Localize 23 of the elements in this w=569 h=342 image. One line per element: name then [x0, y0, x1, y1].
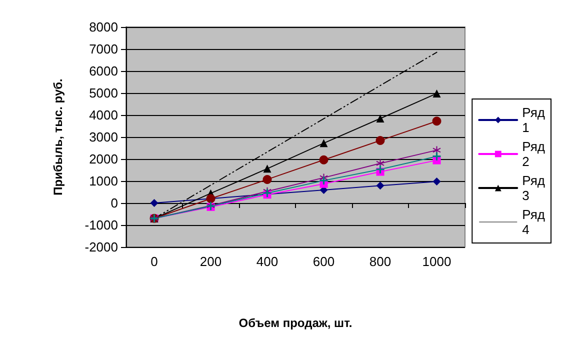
y-tick-label: 1000: [89, 174, 118, 188]
y-axis-title: Прибыль, тыс. руб.: [51, 78, 65, 196]
y-tick-label: -1000: [84, 218, 118, 232]
legend-label: Ряд 2: [522, 139, 546, 169]
x-tick-label: 1000: [422, 254, 452, 269]
x-tick-label: 0: [150, 254, 158, 269]
y-tick-label: 2000: [89, 152, 118, 166]
legend-label: Ряд 3: [522, 173, 546, 203]
y-tick-label: 4000: [89, 108, 118, 122]
x-tick-label: 600: [312, 254, 335, 269]
x-tick-label: 200: [200, 254, 222, 269]
y-tick-label: 8000: [89, 20, 118, 34]
legend-label: Ряд 4: [522, 207, 546, 237]
y-tick-label: 0: [110, 196, 118, 210]
legend-label: Ряд 1: [522, 105, 546, 135]
y-tick-label: 6000: [89, 64, 118, 78]
x-axis-title: Объем продаж, шт.: [238, 316, 352, 330]
y-tick-label: 5000: [89, 86, 118, 100]
x-tick-label: 400: [256, 254, 278, 269]
y-tick-label: 3000: [89, 130, 118, 144]
y-tick-label: -2000: [84, 240, 118, 254]
x-tick-label: 800: [369, 254, 392, 269]
y-tick-label: 7000: [89, 42, 118, 56]
